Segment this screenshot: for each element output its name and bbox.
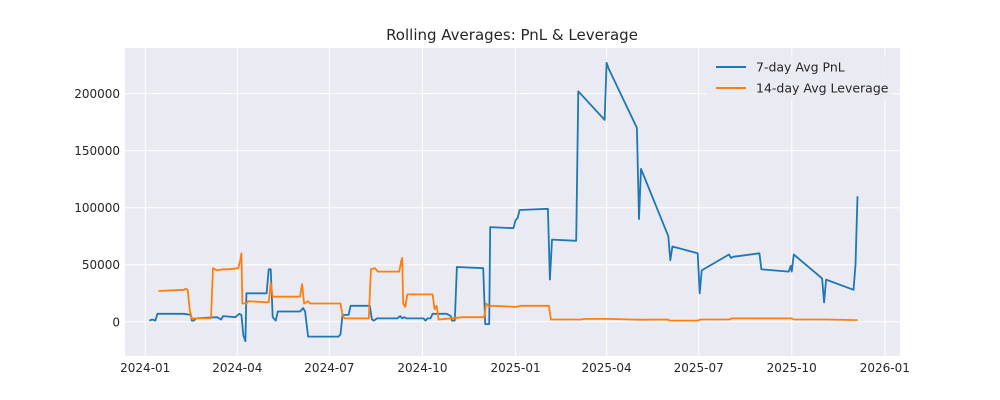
y-tick-label: 100000 [74, 201, 120, 215]
legend: 7-day Avg PnL 14-day Avg Leverage [706, 55, 892, 101]
x-tick-label: 2025-04 [582, 361, 632, 375]
series-line-leverage [158, 252, 858, 322]
y-tick-label: 0 [112, 315, 120, 329]
y-tick-label: 50000 [82, 258, 120, 272]
y-tick-label: 150000 [74, 144, 120, 158]
chart-title: Rolling Averages: PnL & Leverage [386, 26, 638, 44]
y-tick-label: 200000 [74, 87, 120, 101]
x-tick-label: 2024-01 [120, 361, 170, 375]
x-tick-label: 2024-04 [212, 361, 262, 375]
x-tick-label: 2024-10 [397, 361, 447, 375]
legend-label-leverage: 14-day Avg Leverage [756, 81, 889, 96]
y-axis-tick-labels: 0 50000 100000 150000 200000 [74, 87, 120, 329]
x-tick-label: 2025-07 [674, 361, 724, 375]
x-tick-label: 2026-01 [860, 361, 910, 375]
grid-lines [125, 48, 900, 356]
series-line-pnl [148, 61, 859, 343]
series-lines [148, 61, 859, 343]
legend-box [706, 55, 892, 101]
x-tick-label: 2025-10 [767, 361, 817, 375]
x-tick-label: 2025-01 [490, 361, 540, 375]
legend-label-pnl: 7-day Avg PnL [756, 60, 845, 75]
x-tick-label: 2024-07 [304, 361, 354, 375]
x-axis-tick-labels: 2024-01 2024-04 2024-07 2024-10 2025-01 2025-… [120, 361, 910, 375]
